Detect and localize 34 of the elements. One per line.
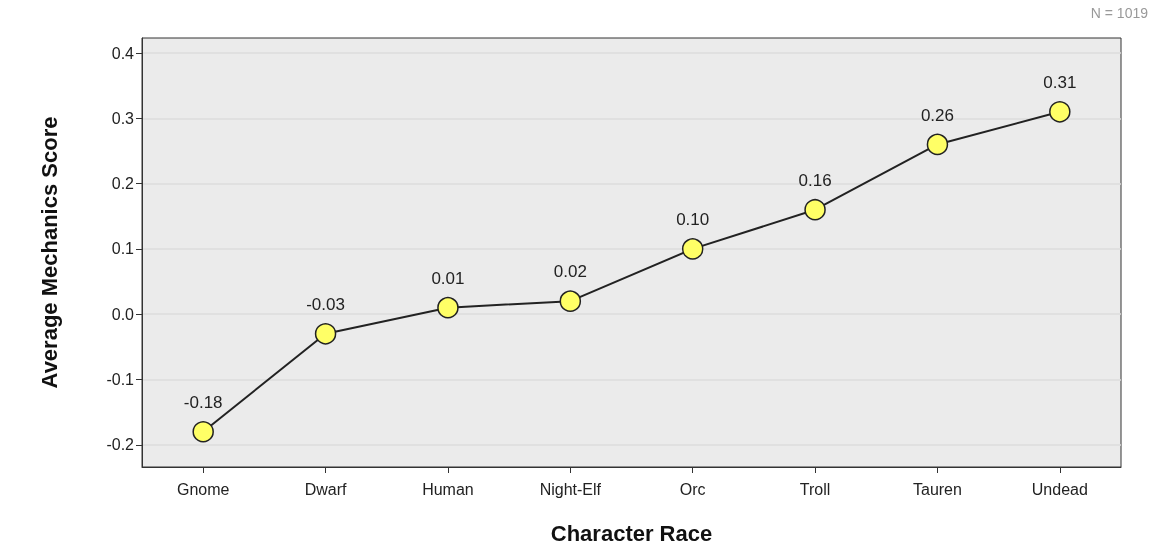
y-tick-label: 0.0 <box>111 305 135 323</box>
y-tick-label: 0.1 <box>111 240 135 258</box>
y-tick-label: 0.4 <box>111 44 135 62</box>
x-tick-label: Dwarf <box>304 480 348 498</box>
y-tick-label: 0.2 <box>111 175 135 193</box>
data-label: -0.03 <box>306 295 345 315</box>
x-tick-label: Gnome <box>176 480 230 498</box>
data-label: 0.10 <box>676 210 710 230</box>
data-label: -0.18 <box>183 392 223 412</box>
x-tick-label: Troll <box>799 480 831 498</box>
point <box>192 420 214 443</box>
point <box>926 133 949 156</box>
point <box>437 296 459 319</box>
y-tick-label: -0.1 <box>106 371 135 388</box>
point <box>559 290 582 312</box>
data-label: 0.31 <box>1043 73 1077 93</box>
x-axis-title: Character Race <box>550 520 713 546</box>
x-tick-label: Undead <box>1031 480 1088 498</box>
y-axis-title: Average Mechanics Score <box>36 116 62 389</box>
data-label: 0.02 <box>553 262 587 282</box>
y-tick-label: -0.2 <box>106 436 135 454</box>
point <box>1049 101 1071 123</box>
x-tick-label: Human <box>422 480 474 498</box>
x-tick-label: Orc <box>679 480 706 498</box>
data-label: 0.16 <box>798 170 832 190</box>
data-label: 0.01 <box>431 268 465 288</box>
data-label: 0.26 <box>920 105 954 125</box>
point <box>314 323 337 345</box>
x-tick-label: Tauren <box>912 480 962 498</box>
point <box>681 238 704 260</box>
text: N = 1019 <box>1090 5 1149 21</box>
y-tick-label: 0.3 <box>111 109 135 127</box>
x-tick-label: Night-Elf <box>539 480 602 498</box>
point <box>804 198 826 221</box>
